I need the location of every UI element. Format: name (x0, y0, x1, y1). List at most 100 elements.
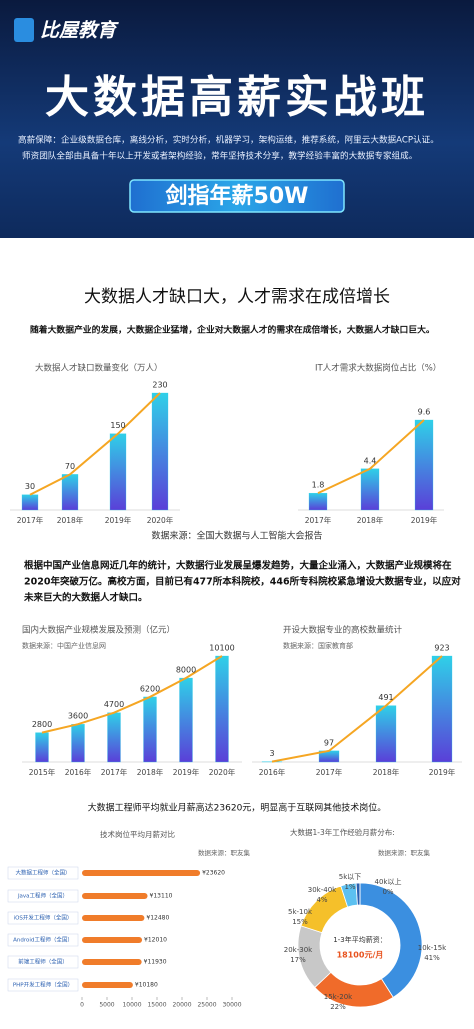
segment-name: 30k-40k (308, 886, 337, 894)
value-label: 97 (324, 738, 334, 747)
salary-note: 大数据工程师平均就业月薪高达23620元，明显高于互联网其他技术岗位。 (88, 802, 387, 814)
x-tick-label: 2016年 (259, 767, 286, 777)
segment-name: 5k以下 (339, 873, 362, 881)
value-label: ¥23620 (202, 870, 225, 877)
x-tick-label: 2019年 (411, 515, 438, 525)
segment-value: 41% (424, 954, 440, 962)
source: 数据来源：全国大数据与人工智能大会报告 (151, 530, 322, 542)
chart-title: 大数据1-3年工作经验月薪分布: (290, 827, 395, 837)
donut-segment (359, 882, 423, 998)
section-heading: 大数据人才缺口大，人才需求在成倍增长 (84, 287, 390, 307)
header-line: 高薪保障：企业级数据仓库，离线分析，实时分析，机器学习，架构运维，推荐系统，阿里… (18, 134, 439, 146)
bar (375, 705, 397, 763)
x-tick-label: 2018年 (373, 767, 400, 777)
x-tick-label: 2017年 (101, 767, 128, 777)
category-label: PHP开发工程师（全国） (13, 981, 73, 989)
category-box (7, 911, 79, 925)
bar (82, 937, 143, 943)
badge: 剑指年薪50W (165, 183, 309, 209)
value-label: ¥13110 (150, 893, 173, 900)
x-tick-label: 2019年 (173, 767, 200, 777)
x-tick-label: 20000 (172, 1002, 191, 1009)
category-label: Android工程师（全国） (13, 936, 73, 944)
x-tick-label: 2016年 (65, 767, 92, 777)
bar (35, 732, 49, 763)
x-tick-label: 10000 (122, 1002, 141, 1009)
chart-title: 技术岗位平均月薪对比 (100, 829, 175, 839)
value-label: 70 (65, 462, 75, 471)
category-box (7, 889, 79, 903)
chart-title: IT人才需求大数据岗位占比（%） (315, 363, 441, 374)
segment-value: 17% (290, 956, 306, 964)
value-label: ¥12480 (146, 915, 169, 922)
trend-line (271, 655, 443, 763)
x-tick-label: 2017年 (17, 515, 44, 525)
category-label: 大数据工程师（全国） (15, 869, 70, 877)
value-label: 4.4 (364, 456, 377, 465)
value-label: ¥12010 (144, 937, 167, 944)
chart-title: 开设大数据专业的高校数量统计 (283, 625, 403, 636)
segment-value: 1% (344, 883, 355, 891)
x-tick-label: 2018年 (57, 515, 84, 525)
value-label: 30 (25, 482, 35, 491)
main-title: 大数据高薪实战班 (45, 72, 429, 123)
paragraph-line: 未来巨大的大数据人才缺口。 (23, 592, 148, 604)
trend-line (29, 392, 161, 496)
value-label: 230 (152, 381, 167, 390)
x-tick-label: 2020年 (209, 767, 236, 777)
segment-name: 40k以上 (375, 877, 402, 886)
badge-bg (129, 179, 345, 213)
category-label: iOS开发工程师（全国） (14, 914, 73, 922)
x-tick-label: 2018年 (137, 767, 164, 777)
bar (109, 433, 127, 511)
segment-value: 22% (330, 1003, 346, 1011)
bar (215, 655, 229, 763)
chart-source: 数据来源：职友集 (198, 848, 251, 857)
category-label: 前端工程师（全国） (18, 958, 68, 966)
value-label: 3600 (68, 712, 88, 721)
x-tick-label: 30000 (222, 1002, 241, 1009)
value-label: 10100 (209, 644, 234, 653)
center-label: 1-3年平均薪资： (333, 935, 386, 944)
category-label: Java工程师（全国） (17, 892, 68, 900)
bar (61, 474, 79, 511)
x-tick-label: 15000 (147, 1002, 166, 1009)
chart-title: 国内大数据产业规模发展及预测（亿元） (22, 625, 175, 636)
value-label: 4700 (104, 700, 124, 709)
value-label: 923 (434, 644, 449, 653)
segment-name: 10k-15k (418, 944, 447, 952)
bar (82, 870, 201, 876)
x-tick-label: 2017年 (305, 515, 332, 525)
value-label: 150 (110, 421, 125, 430)
trend-line (317, 419, 425, 495)
chart-source: 数据来源：中国产业信息网 (22, 641, 106, 650)
segment-value: 4% (316, 896, 327, 904)
segment-value: 15% (292, 918, 308, 926)
x-tick-label: 25000 (197, 1002, 216, 1009)
paragraph-line: 2020年突破万亿。高校方面，目前已有477所本科院校，446所专科院校紧急增设… (24, 576, 461, 588)
x-tick-label: 2018年 (357, 515, 384, 525)
logo: 比屋教育 (40, 20, 119, 42)
category-box (7, 933, 79, 947)
x-tick-label: 2017年 (316, 767, 343, 777)
bar (151, 392, 169, 511)
chart-source: 数据来源：国家教育部 (283, 641, 353, 650)
x-tick-label: 2015年 (29, 767, 56, 777)
bar (107, 712, 121, 763)
category-box (7, 866, 79, 880)
bar (82, 893, 148, 899)
trend-line (41, 655, 223, 734)
segment-name: 15k-20k (324, 993, 353, 1001)
category-box (7, 955, 79, 969)
segment-value: 0% (382, 888, 393, 896)
bar (431, 655, 453, 763)
logo-icon (14, 18, 34, 42)
chart-source: 数据来源：职友集 (378, 848, 431, 857)
bar (21, 494, 39, 511)
value-label: 1.8 (312, 481, 325, 490)
bar (308, 492, 328, 511)
x-tick-label: 5000 (99, 1002, 114, 1009)
intro-text: 随着大数据产业的发展，大数据企业猛增，企业对大数据人才的需求在成倍增长，大数据人… (30, 324, 435, 336)
bar (71, 724, 85, 763)
category-box (7, 978, 79, 992)
